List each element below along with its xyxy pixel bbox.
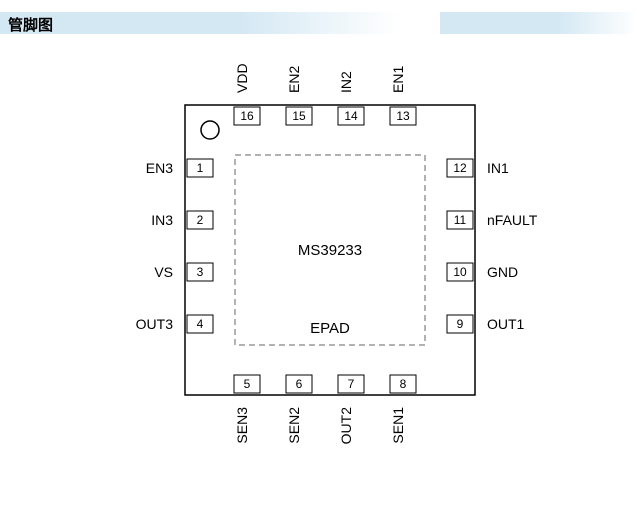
pin-number: 4 xyxy=(197,317,204,331)
pin-number: 7 xyxy=(348,377,355,391)
pin-label: VDD xyxy=(234,63,250,93)
pin-number: 11 xyxy=(454,213,467,227)
pin-number: 15 xyxy=(292,109,306,123)
pin-number: 6 xyxy=(296,377,303,391)
pin-number: 5 xyxy=(244,377,251,391)
title-bar: 管脚图 xyxy=(0,12,637,34)
pin-label: SEN1 xyxy=(390,407,406,444)
chip-name: MS39233 xyxy=(298,242,362,259)
pin-label: EN1 xyxy=(390,66,406,93)
pin-label: SEN3 xyxy=(234,407,250,444)
title-gradient-part xyxy=(0,12,400,34)
pin-number: 3 xyxy=(197,265,204,279)
pin-number: 16 xyxy=(240,109,254,123)
pin-number: 12 xyxy=(453,161,467,175)
pin-number: 9 xyxy=(457,317,464,331)
pin-number: 13 xyxy=(396,109,410,123)
pin-label: IN3 xyxy=(151,212,173,228)
pin-number: 10 xyxy=(453,265,467,279)
pin-label: OUT1 xyxy=(487,316,525,332)
title-gradient-part xyxy=(440,12,637,34)
pin-label: EN3 xyxy=(146,160,173,176)
pin-label: VS xyxy=(154,264,173,280)
pinout-diagram: MS39233 EPAD 1 EN3 2 IN3 3 VS 4 OUT3 12 IN1 11 nFAULT… xyxy=(90,50,560,490)
pin-number: 2 xyxy=(197,213,204,227)
pin-label: SEN2 xyxy=(286,407,302,444)
pin-number: 1 xyxy=(197,161,204,175)
pin-label: nFAULT xyxy=(487,212,538,228)
pin-label: IN1 xyxy=(487,160,509,176)
pin-label: OUT2 xyxy=(338,407,354,445)
pin-label: EN2 xyxy=(286,66,302,93)
section-title: 管脚图 xyxy=(8,14,53,35)
pin-number: 14 xyxy=(344,109,358,123)
pin-label: OUT3 xyxy=(136,316,174,332)
pin-label: GND xyxy=(487,264,518,280)
pin-label: IN2 xyxy=(338,71,354,93)
pin-number: 8 xyxy=(400,377,407,391)
pin1-indicator xyxy=(201,121,219,139)
epad-label: EPAD xyxy=(310,320,350,337)
